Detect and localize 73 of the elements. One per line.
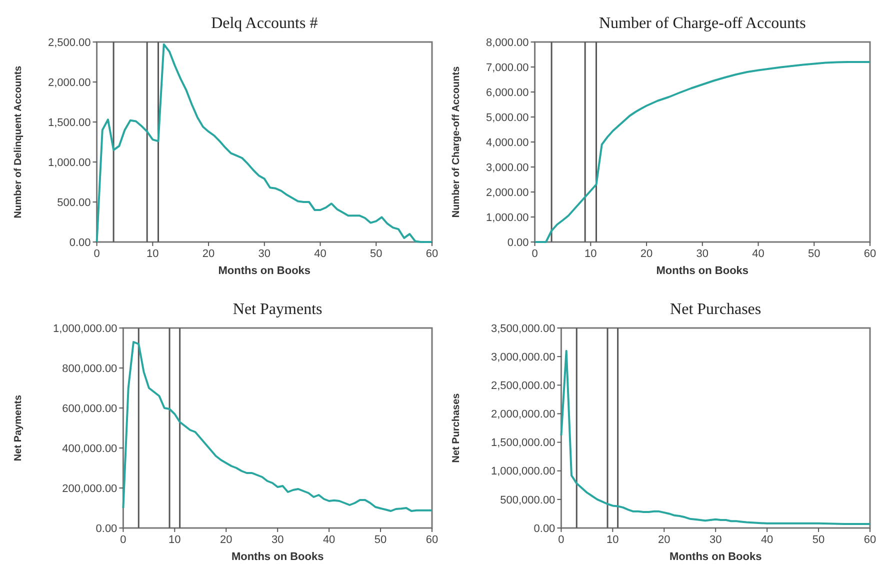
y-tick-label: 800,000.00 xyxy=(62,362,118,375)
y-tick-label: 6,000.00 xyxy=(486,86,529,99)
x-tick-label: 50 xyxy=(812,534,825,546)
x-tick-label: 60 xyxy=(426,248,438,260)
y-tick-label: 8,000.00 xyxy=(486,36,529,49)
line-series xyxy=(560,350,871,525)
y-tick-label: 2,000.00 xyxy=(48,76,91,89)
chart-title: Delq Accounts # xyxy=(211,15,318,32)
y-tick-label: 1,000,000.00 xyxy=(52,322,118,335)
y-tick-label: 400,000.00 xyxy=(62,442,118,455)
line-series xyxy=(534,61,871,243)
y-tick-label: 2,000.00 xyxy=(486,186,529,199)
y-tick-label: 600,000.00 xyxy=(62,402,118,415)
y-tick-label: 0.00 xyxy=(507,236,529,249)
x-tick-label: 20 xyxy=(658,534,670,546)
x-tick-label: 20 xyxy=(202,248,215,260)
x-tick-label: 30 xyxy=(271,534,284,546)
y-tick-label: 1,000.00 xyxy=(48,156,91,169)
x-tick-label: 20 xyxy=(640,248,653,260)
x-tick-label: 60 xyxy=(864,248,876,260)
x-tick-label: 0 xyxy=(558,534,564,546)
x-tick-label: 40 xyxy=(322,534,336,546)
y-tick-label: 1,500.00 xyxy=(48,116,91,129)
x-axis-title: Months on Books xyxy=(669,551,762,563)
x-tick-label: 0 xyxy=(120,534,126,546)
x-tick-label: 30 xyxy=(696,248,709,260)
y-tick-label: 3,500,000.00 xyxy=(490,322,556,335)
x-axis-title: Months on Books xyxy=(231,551,324,563)
x-tick-label: 50 xyxy=(370,248,382,260)
chart-title: Net Payments xyxy=(232,301,322,318)
y-tick-label: 7,000.00 xyxy=(486,62,529,74)
x-tick-label: 30 xyxy=(709,534,722,546)
x-tick-label: 10 xyxy=(146,248,159,260)
y-tick-label: 0.00 xyxy=(69,236,91,249)
chart-title: Net Purchases xyxy=(670,301,762,318)
y-tick-label: 4,000.00 xyxy=(486,136,529,149)
y-axis-title: Net Payments xyxy=(13,394,24,462)
chart-title: Number of Charge-off Accounts xyxy=(598,15,806,32)
y-tick-label: 5,000.00 xyxy=(486,112,529,124)
y-axis-title: Net Purchases xyxy=(451,392,462,463)
y-tick-label: 500,000.00 xyxy=(500,494,556,506)
y-tick-label: 1,000,000.00 xyxy=(490,466,556,478)
x-tick-label: 40 xyxy=(760,534,774,546)
y-tick-label: 2,500,000.00 xyxy=(490,380,556,392)
x-tick-label: 60 xyxy=(426,534,438,546)
y-tick-label: 3,000.00 xyxy=(486,162,529,174)
x-tick-label: 50 xyxy=(808,248,820,260)
x-tick-label: 0 xyxy=(532,248,538,260)
x-tick-label: 10 xyxy=(168,534,181,546)
line-series xyxy=(122,341,433,512)
x-axis-title: Months on Books xyxy=(656,265,749,277)
y-tick-label: 2,000,000.00 xyxy=(490,408,556,421)
line-series xyxy=(96,43,433,243)
x-tick-label: 30 xyxy=(258,248,271,260)
x-tick-label: 10 xyxy=(606,534,619,546)
y-tick-label: 1,500,000.00 xyxy=(490,437,556,450)
y-tick-label: 3,000,000.00 xyxy=(490,351,556,364)
y-tick-label: 0.00 xyxy=(96,522,118,535)
x-axis-title: Months on Books xyxy=(218,265,311,277)
y-tick-label: 0.00 xyxy=(534,522,556,535)
y-tick-label: 500.00 xyxy=(57,196,91,209)
x-tick-label: 40 xyxy=(314,248,326,260)
x-tick-label: 60 xyxy=(864,534,876,546)
y-tick-label: 2,500.00 xyxy=(48,36,91,49)
x-tick-label: 0 xyxy=(94,248,100,260)
y-tick-label: 200,000.00 xyxy=(62,482,118,495)
x-tick-label: 50 xyxy=(374,534,387,546)
x-tick-label: 10 xyxy=(584,248,597,260)
y-tick-label: 1,000.00 xyxy=(486,212,529,224)
y-axis-title: Number of Charge-off Accounts xyxy=(451,66,462,218)
y-axis-title: Number of Delinquent Accounts xyxy=(13,65,24,218)
x-tick-label: 20 xyxy=(220,534,232,546)
x-tick-label: 40 xyxy=(752,248,764,260)
